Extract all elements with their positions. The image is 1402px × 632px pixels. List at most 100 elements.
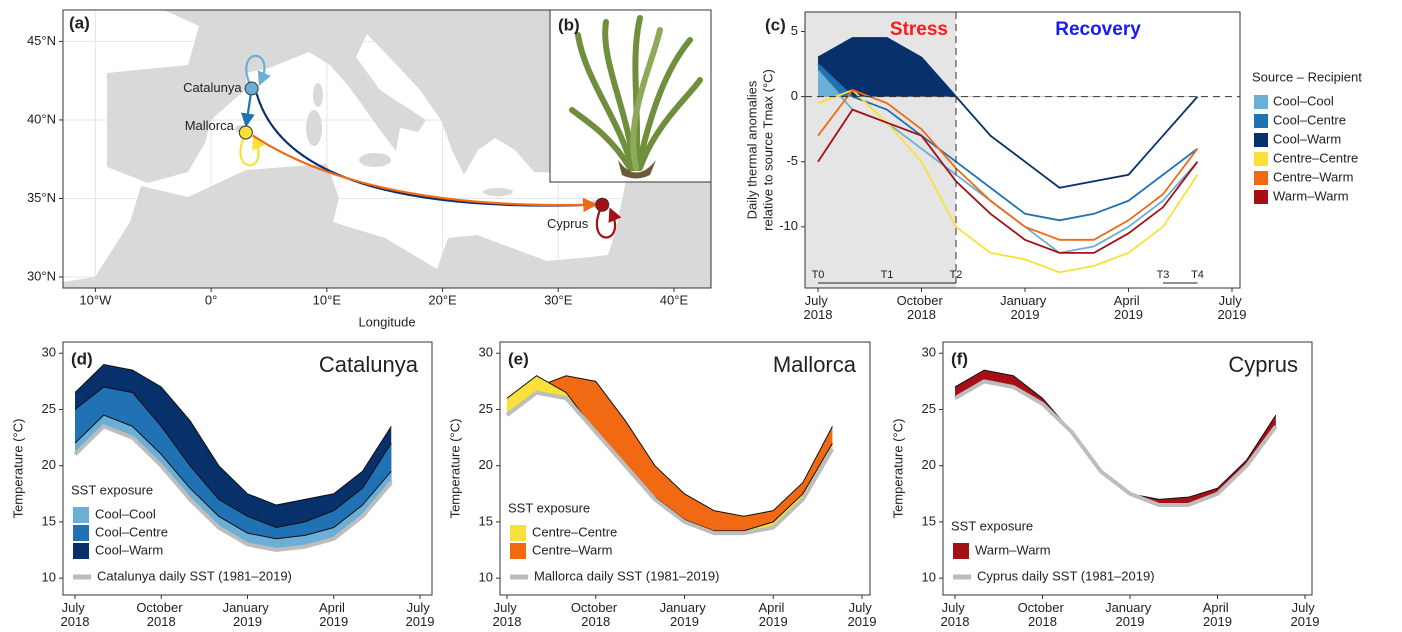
exposure-edge — [74, 363, 392, 506]
y-tick-label: 20 — [42, 457, 56, 472]
legend-swatch — [1254, 95, 1268, 109]
route-arrow — [239, 132, 266, 167]
island — [313, 83, 323, 107]
seagrass-drawing — [569, 15, 703, 171]
legend-label: Cool–Cool — [1273, 93, 1334, 108]
plot-frame — [804, 11, 1241, 289]
leaf — [630, 27, 663, 171]
x-tick-label: October 2018 — [897, 293, 947, 322]
x-tick-label: 20°E — [428, 292, 457, 307]
legend-label: Cyprus daily SST (1981–2019) — [977, 568, 1155, 583]
land-africa — [63, 164, 711, 288]
x-tick-label: January 2019 — [1105, 600, 1155, 629]
x-tick-label: 10°E — [313, 292, 342, 307]
y-axis-label: Temperature (°C) — [10, 419, 25, 519]
legend-swatch — [1254, 133, 1268, 147]
x-tick-label: April 2019 — [758, 600, 788, 629]
x-tick-label: July 2019 — [1218, 293, 1247, 322]
site-point — [244, 81, 259, 96]
y-tick-label: 15 — [922, 513, 936, 528]
annotation: Recovery — [1055, 19, 1141, 40]
leaf — [635, 37, 693, 171]
legend-swatch — [1254, 171, 1268, 185]
panel-label: (c) — [765, 15, 786, 34]
site-label: Mallorca — [185, 118, 235, 133]
legend-swatch — [73, 507, 89, 523]
legend-swatch — [73, 543, 89, 559]
site-point — [238, 125, 253, 140]
exposure-fill — [75, 386, 392, 551]
plot-frame — [499, 341, 871, 596]
y-axis-label: Temperature (°C) — [890, 419, 905, 519]
legend-label: Cool–Warm — [1273, 131, 1341, 146]
plot-frame — [942, 341, 1313, 596]
panel-label: (d) — [71, 349, 93, 368]
stress-fill — [818, 38, 1198, 97]
x-tick-label: April 2019 — [1203, 600, 1233, 629]
panel-label: (a) — [69, 13, 90, 32]
y-tick-label: 20 — [922, 457, 936, 472]
leaf — [569, 107, 633, 171]
x-axis-label: Longitude — [358, 314, 415, 329]
photo-panel: (b) — [549, 9, 712, 183]
x-tick-label: January 2019 — [223, 600, 273, 629]
island — [359, 153, 391, 167]
exposure-edge — [74, 414, 392, 540]
x-tick-label: July 2018 — [493, 600, 522, 629]
y-tick-label: 45°N — [27, 33, 56, 48]
series-line — [817, 37, 1199, 189]
y-tick-label: 5 — [791, 23, 798, 38]
y-tick-label: -5 — [786, 153, 798, 168]
island — [306, 110, 322, 146]
y-tick-label: 25 — [479, 401, 493, 416]
y-tick-label: 35°N — [27, 190, 56, 205]
legend-label: Centre–Centre — [532, 524, 617, 539]
legend-title: SST exposure — [71, 482, 153, 497]
x-tick-label: October 2018 — [571, 600, 621, 629]
y-tick-label: 30 — [922, 345, 936, 360]
x-tick-label: July 2019 — [848, 600, 877, 629]
y-tick-label: 20 — [479, 457, 493, 472]
period-label: T3 — [1157, 269, 1170, 281]
legend-swatch — [1254, 114, 1268, 128]
x-tick-label: April 2019 — [319, 600, 349, 629]
y-tick-label: 25 — [922, 401, 936, 416]
x-tick-label: 40°E — [660, 292, 689, 307]
climatology-line — [953, 379, 1278, 508]
x-tick-label: October 2018 — [136, 600, 186, 629]
legend-label: Warm–Warm — [975, 542, 1051, 557]
route-arrow — [595, 204, 622, 239]
legend-swatch — [953, 543, 969, 559]
legend-swatch — [1254, 190, 1268, 204]
y-tick-label: 10 — [479, 570, 493, 585]
route-arrow — [252, 134, 598, 212]
exposure-edge — [74, 386, 392, 529]
y-tick-label: 30°N — [27, 268, 56, 283]
legend-title: SST exposure — [951, 518, 1033, 533]
plot-frame — [62, 341, 433, 596]
legend-title: SST exposure — [508, 500, 590, 515]
site-label: Cyprus — [547, 216, 589, 231]
climatology-line — [73, 423, 393, 553]
y-tick-label: 30 — [42, 345, 56, 360]
exposure-fill — [75, 364, 392, 551]
panel-label: (b) — [558, 15, 580, 34]
y-tick-label: -10 — [779, 218, 798, 233]
legend-label: Centre–Centre — [1273, 150, 1358, 165]
x-tick-label: 30°E — [544, 292, 573, 307]
legend-label: Centre–Warm — [532, 542, 612, 557]
exposure-fill — [507, 375, 833, 534]
legend-label: Warm–Warm — [1273, 188, 1349, 203]
rhizome — [618, 160, 656, 179]
route-arrow — [240, 95, 255, 128]
panel-label: (f) — [951, 349, 968, 368]
period-label: T1 — [881, 269, 894, 281]
panel-title: Mallorca — [773, 352, 857, 377]
exposure-edge — [506, 375, 833, 517]
x-tick-label: July 2018 — [804, 293, 833, 322]
site-label: Catalunya — [183, 80, 242, 95]
series-line — [817, 89, 1199, 241]
y-tick-label: 10 — [922, 570, 936, 585]
y-tick-label: 40°N — [27, 111, 56, 126]
